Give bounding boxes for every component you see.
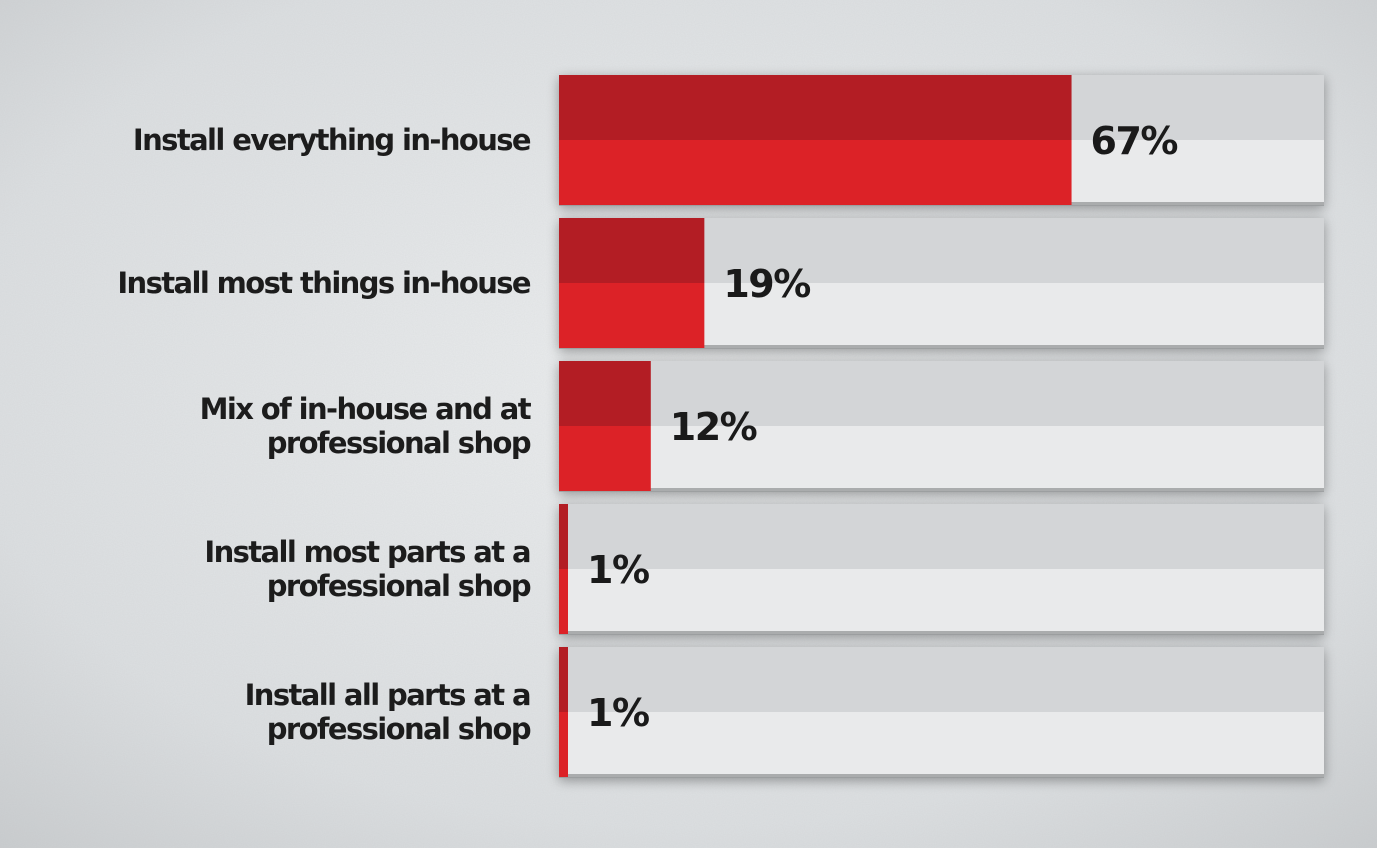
bar-bottom	[559, 569, 568, 634]
bar-track-bottom	[559, 712, 1324, 777]
bar-track	[559, 647, 1324, 778]
bar-track-edge	[559, 345, 1324, 349]
category-label: professional shop	[267, 712, 531, 746]
bar-track	[559, 361, 1324, 492]
category-label: Mix of in-house and at	[200, 392, 532, 426]
bar-bottom	[559, 140, 1072, 205]
bar-top	[559, 647, 568, 712]
value-label: 1%	[587, 691, 649, 735]
category-label: Install most parts at a	[204, 535, 530, 569]
bar-track-top	[559, 504, 1324, 569]
bar-track-edge	[559, 774, 1324, 778]
value-label: 67%	[1091, 119, 1178, 163]
bar-top	[559, 361, 651, 426]
bar-top	[559, 75, 1072, 140]
value-label: 12%	[670, 405, 757, 449]
category-label: Install all parts at a	[245, 678, 530, 712]
bars-layer	[559, 75, 1072, 777]
bar-track	[559, 504, 1324, 635]
bar-top	[559, 218, 705, 283]
category-label: Install everything in-house	[133, 123, 531, 157]
category-label: professional shop	[267, 569, 531, 603]
bar-track-edge	[559, 488, 1324, 492]
labels-layer: 67% Install everything in-house 19% Install…	[117, 119, 1179, 746]
bar	[559, 504, 568, 634]
bar-top	[559, 504, 568, 569]
bar-bottom	[559, 712, 568, 777]
bar-track-bottom	[559, 569, 1324, 634]
bar-bottom	[559, 426, 651, 491]
bar	[559, 218, 705, 348]
bar-track-top	[559, 361, 1324, 426]
bar-track-top	[559, 647, 1324, 712]
bar-track-edge	[559, 631, 1324, 635]
bar	[559, 75, 1072, 205]
category-label: professional shop	[267, 426, 531, 460]
value-label: 1%	[587, 548, 649, 592]
bar	[559, 361, 651, 491]
category-label: Install most things in-house	[117, 266, 531, 300]
value-label: 19%	[723, 262, 810, 306]
bar	[559, 647, 568, 777]
bar-bottom	[559, 283, 705, 348]
bar-track-bottom	[559, 426, 1324, 491]
